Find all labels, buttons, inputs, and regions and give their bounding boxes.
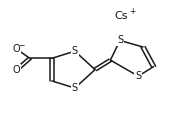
Text: −: − [18,41,25,50]
Text: S: S [135,71,141,81]
Text: O: O [12,65,20,75]
Text: S: S [117,35,123,45]
Text: S: S [72,83,78,93]
Text: O: O [12,44,20,54]
Text: +: + [129,7,136,16]
Text: S: S [72,46,78,56]
Text: Cs: Cs [114,11,128,21]
